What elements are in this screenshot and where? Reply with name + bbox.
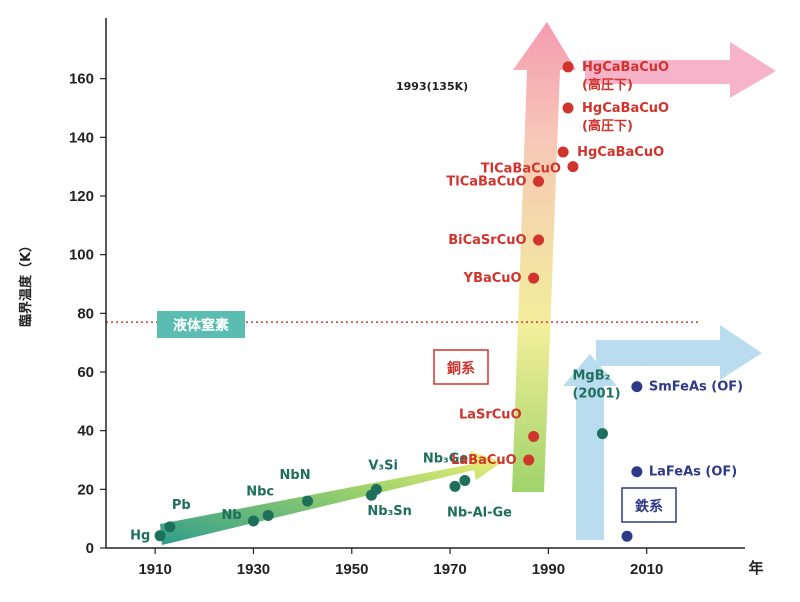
copper-point-label: TlCaBaCuO <box>446 174 526 189</box>
metal-data-point <box>262 509 274 521</box>
copper-category-label: 銅系 <box>447 360 475 377</box>
metal-point-label: Pb <box>172 498 191 513</box>
copper-point-label: HgCaBaCuO (高圧下) <box>582 60 669 93</box>
x-tick-label: 1990 <box>532 561 565 578</box>
x-tick-label: 1970 <box>433 561 466 578</box>
metal-point-label: Nb₃Sn <box>367 504 412 519</box>
point-labels-layer: Hg Pb Nb Nbc NbN Nb₃Sn V₃Si Nb₃Ge Nb-Al-Ge MgB₂ (2… <box>130 60 743 544</box>
iron-category-label: 鉄系 <box>635 498 663 515</box>
metal-point-label: MgB₂ (2001) <box>572 369 620 402</box>
copper-point-label: TlCaBaCuO <box>481 162 561 177</box>
copper-data-point <box>533 234 545 246</box>
liquid-nitrogen-label-box <box>157 311 245 338</box>
copper-point-label: HgCaBaCuO (高圧下) <box>582 101 669 134</box>
copper-data-point <box>557 146 569 158</box>
metal-data-point <box>459 475 471 487</box>
metal-point-label: Nb-Al-Ge <box>447 505 512 520</box>
metal-point-label: V₃Si <box>368 458 398 473</box>
iron-category-box <box>621 487 677 523</box>
metal-data-point <box>302 495 314 507</box>
copper-category-box <box>433 349 489 385</box>
metal-point-label: NbN <box>280 468 311 483</box>
copper-data-point <box>528 272 540 284</box>
blue-extension-arrow <box>596 325 762 380</box>
y-tick-label: 120 <box>69 188 94 205</box>
copper-data-point <box>533 175 545 187</box>
metal-point-label: Nbc <box>246 484 274 499</box>
copper-point-label: LaSrCuO <box>459 408 522 423</box>
iron-data-point <box>631 466 643 478</box>
y-tick-label: 160 <box>69 71 94 88</box>
metal-data-point <box>596 428 608 440</box>
metal-point-label: Hg <box>130 529 150 544</box>
y-tick-label: 40 <box>77 423 94 440</box>
copper-point-label: YBaCuO <box>463 271 522 286</box>
axes <box>105 18 745 549</box>
copper-point-label: LaBaCuO <box>451 453 517 468</box>
record-annotation: 1993(135K) <box>396 80 468 93</box>
iron-point-label: SmFeAs (OF) <box>649 380 743 395</box>
metal-era-arrow <box>160 451 502 545</box>
metal-data-point <box>449 480 461 492</box>
iron-era-arrow <box>563 354 617 540</box>
copper-point-label: HgCaBaCuO <box>577 145 664 160</box>
x-tick-label: 1910 <box>138 561 171 578</box>
iron-data-point <box>621 530 633 542</box>
copper-data-point <box>562 61 574 73</box>
copper-point-label: BiCaSrCuO <box>448 233 526 248</box>
x-tick-label: 2010 <box>630 561 663 578</box>
y-tick-label: 140 <box>69 129 94 146</box>
points-layer <box>154 61 643 542</box>
liquid-nitrogen-label: 液体窒素 <box>173 317 229 334</box>
copper-data-point <box>567 161 579 173</box>
metal-point-label: Nb₃Ge <box>423 452 469 467</box>
metal-data-point <box>164 521 176 533</box>
iron-data-point <box>631 381 643 393</box>
y-tick-label: 60 <box>77 364 94 381</box>
copper-era-arrow <box>512 22 576 492</box>
metal-point-label: Nb <box>221 508 241 523</box>
y-tick-label: 0 <box>86 540 94 557</box>
metal-data-point <box>154 530 166 542</box>
ticks-layer: 0 20 40 60 80 100 120 140 160 1910 1930 1950 1970 199… <box>69 71 663 578</box>
y-tick-label: 100 <box>69 247 94 264</box>
y-axis-label: 臨界温度（K） <box>18 239 34 327</box>
pink-extension-arrow <box>585 42 776 98</box>
copper-data-point <box>528 431 540 443</box>
copper-data-point <box>562 102 574 114</box>
y-tick-label: 20 <box>77 481 94 498</box>
metal-data-point <box>247 515 259 527</box>
y-tick-label: 80 <box>77 305 94 322</box>
iron-point-label: LaFeAs (OF) <box>649 465 737 480</box>
copper-data-point <box>523 454 535 466</box>
x-axis-unit-label: 年 <box>748 559 763 577</box>
x-tick-label: 1950 <box>335 561 368 578</box>
x-tick-label: 1930 <box>237 561 270 578</box>
metal-data-point <box>370 483 382 495</box>
